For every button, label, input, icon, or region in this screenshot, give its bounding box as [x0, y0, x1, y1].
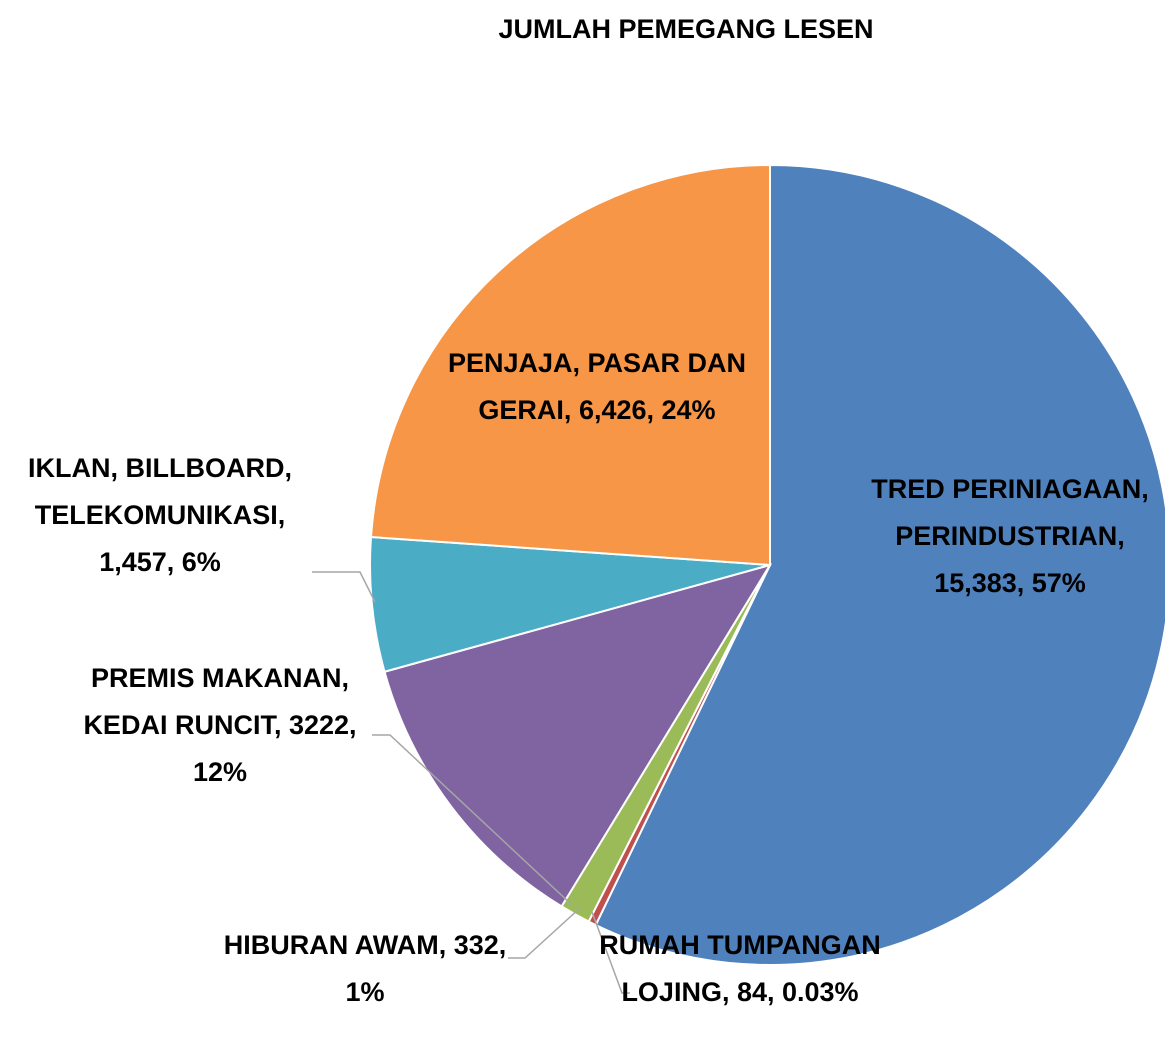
data-label: IKLAN, BILLBOARD, TELEKOMUNIKASI, 1,457,… [0, 445, 320, 586]
label-name: PREMIS MAKANAN, KEDAI RUNCIT, [83, 663, 349, 740]
label-value: 3222, 12% [192, 710, 357, 787]
label-value: 1,457, 6% [99, 547, 221, 577]
leader-line [372, 734, 573, 906]
label-value: 332, 1% [345, 930, 507, 1007]
label-name: HIBURAN AWAM, [223, 930, 447, 960]
pie-slice [369, 535, 771, 674]
leader-line [508, 907, 581, 959]
data-label: TRED PERINIAGAAN, PERINDUSTRIAN, 15,383,… [860, 466, 1160, 607]
data-label: PENJAJA, PASAR DAN GERAI, 6,426, 24% [447, 340, 747, 434]
data-label: RUMAH TUMPANGAN LOJING, 84, 0.03% [590, 922, 890, 1016]
label-name: IKLAN, BILLBOARD, TELEKOMUNIKASI, [28, 453, 292, 530]
label-value: 6,426, 24% [578, 395, 716, 425]
pie-slice [369, 163, 771, 567]
pie-slice [383, 563, 773, 908]
pie-slice [594, 163, 1165, 966]
label-value: 15,383, 57% [934, 568, 1086, 598]
data-label: HIBURAN AWAM, 332, 1% [215, 922, 515, 1016]
leader-line [312, 571, 376, 603]
leader-line [591, 911, 630, 994]
label-name: TRED PERINIAGAAN, PERINDUSTRIAN, [871, 474, 1149, 551]
label-value: 84, 0.03% [736, 977, 859, 1007]
data-label: PREMIS MAKANAN, KEDAI RUNCIT, 3222, 12% [70, 655, 370, 796]
label-name: RUMAH TUMPANGAN LOJING, [599, 930, 881, 1007]
chart-title: JUMLAH PEMEGANG LESEN [498, 14, 874, 44]
label-name: PENJAJA, PASAR DAN GERAI, [447, 348, 747, 425]
